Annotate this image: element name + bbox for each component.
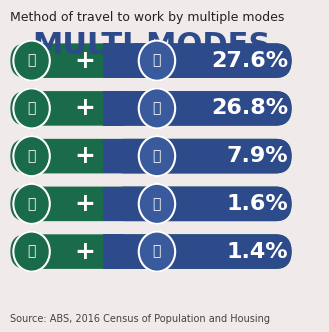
- Text: +: +: [75, 49, 96, 73]
- Text: 🚆: 🚆: [27, 245, 36, 259]
- Text: Source: ABS, 2016 Census of Population and Housing: Source: ABS, 2016 Census of Population a…: [11, 314, 270, 324]
- Text: 7.9%: 7.9%: [227, 146, 289, 166]
- Bar: [103, 91, 115, 126]
- Circle shape: [13, 231, 50, 272]
- Bar: [109, 91, 124, 126]
- Circle shape: [13, 136, 50, 176]
- Bar: [103, 139, 115, 173]
- FancyBboxPatch shape: [11, 139, 291, 173]
- Text: +: +: [75, 144, 96, 168]
- Text: +: +: [75, 192, 96, 216]
- FancyBboxPatch shape: [109, 187, 291, 221]
- Text: +: +: [75, 96, 96, 121]
- Circle shape: [139, 184, 175, 224]
- FancyBboxPatch shape: [11, 187, 291, 221]
- Text: 1.4%: 1.4%: [227, 242, 289, 262]
- Text: 🚲: 🚲: [153, 245, 161, 259]
- Text: +: +: [75, 240, 96, 264]
- Bar: [109, 234, 124, 269]
- Text: 🚗: 🚗: [27, 54, 36, 68]
- FancyBboxPatch shape: [109, 139, 291, 173]
- Text: 1.6%: 1.6%: [227, 194, 289, 214]
- Text: Method of travel to work by multiple modes: Method of travel to work by multiple mod…: [11, 11, 285, 24]
- Text: 🚌: 🚌: [153, 149, 161, 163]
- Bar: [109, 139, 124, 173]
- FancyBboxPatch shape: [109, 234, 291, 269]
- Text: MULTI-MODES: MULTI-MODES: [32, 31, 270, 60]
- FancyBboxPatch shape: [11, 234, 291, 269]
- Circle shape: [13, 88, 50, 128]
- Text: 🚆: 🚆: [153, 101, 161, 116]
- Circle shape: [139, 231, 175, 272]
- Bar: [109, 43, 124, 78]
- FancyBboxPatch shape: [109, 91, 291, 126]
- Circle shape: [13, 41, 50, 81]
- FancyBboxPatch shape: [109, 43, 291, 78]
- Circle shape: [13, 184, 50, 224]
- Bar: [103, 187, 115, 221]
- Text: 🚗: 🚗: [27, 197, 36, 211]
- Text: 🚌: 🚌: [27, 101, 36, 116]
- Circle shape: [139, 41, 175, 81]
- Circle shape: [139, 136, 175, 176]
- Text: 🚗: 🚗: [27, 149, 36, 163]
- Circle shape: [139, 88, 175, 128]
- Text: 🚆: 🚆: [153, 54, 161, 68]
- Text: 26.8%: 26.8%: [212, 98, 289, 119]
- FancyBboxPatch shape: [11, 91, 291, 126]
- FancyBboxPatch shape: [11, 43, 291, 78]
- Text: 🚲: 🚲: [153, 197, 161, 211]
- Text: 27.6%: 27.6%: [212, 51, 289, 71]
- Bar: [103, 43, 115, 78]
- Bar: [103, 234, 115, 269]
- Bar: [109, 187, 124, 221]
